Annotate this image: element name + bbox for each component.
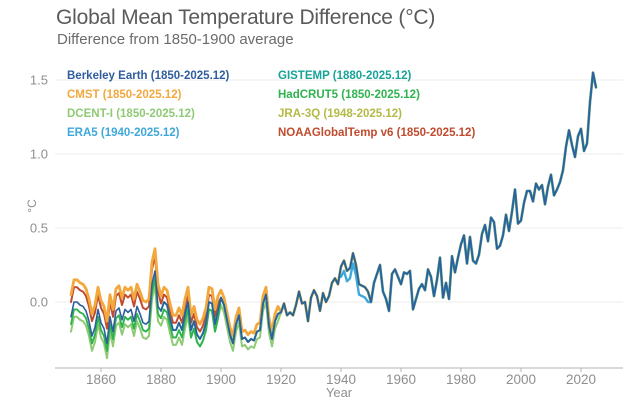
legend-item-gistemp: GISTEMP (1880-2025.12) [278,70,412,82]
legend-item-cmst: CMST (1850-2025.12) [67,89,182,101]
series-line-berkeley-earth [70,71,597,345]
legend-item-jra-3q: JRA-3Q (1948-2025.12) [278,108,403,120]
legend-item-hadcrut5: HadCRUT5 (1850-2025.12) [278,89,420,101]
legend-item-berkeley-earth: Berkeley Earth (1850-2025.12) [67,70,230,82]
chart-title: Global Mean Temperature Difference (°C) [56,6,436,29]
y-axis-title: °C [25,199,39,213]
y-tick-label: 1.5 [30,73,48,88]
x-axis-title: Year [326,385,353,400]
y-tick-label: 1.0 [30,147,48,162]
legend-column-1: Berkeley Earth (1850-2025.12) CMST (1850… [67,67,229,143]
legend-item-era5: ERA5 (1940-2025.12) [67,127,180,139]
chart-subtitle: Difference from 1850-1900 average [57,31,294,48]
legend-item-noaaglobaltemp-v6: NOAAGlobalTemp v6 (1850-2025.12) [278,127,476,139]
x-tick-label: 1960 [386,372,416,387]
x-tick-label: 2020 [566,372,596,387]
x-tick-label: 1880 [146,372,176,387]
x-tick-label: 1940 [326,372,356,387]
y-tick-label: 0.0 [30,295,48,310]
legend-item-dcent-i: DCENT-I (1850-2025.12) [67,108,195,120]
x-tick-label: 2000 [506,372,536,387]
x-tick-label: 1920 [266,372,296,387]
x-tick-label: 1860 [86,372,116,387]
x-tick-label: 1900 [206,372,236,387]
x-tick-label: 1980 [446,372,476,387]
y-tick-label: 0.5 [30,221,48,236]
legend-column-2: GISTEMP (1880-2025.12) HadCRUT5 (1850-20… [278,67,475,143]
